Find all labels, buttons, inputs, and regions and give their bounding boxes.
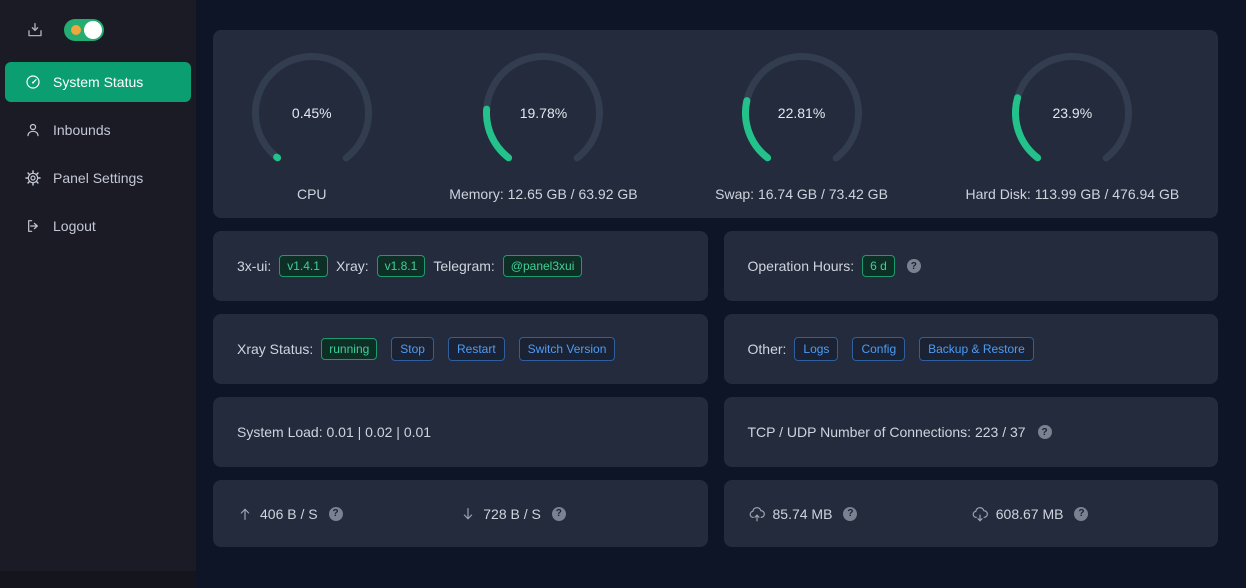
system-load-card: System Load: 0.01 | 0.02 | 0.01 <box>213 397 708 467</box>
xui-version-tag: v1.4.1 <box>279 255 328 277</box>
gauge-value: 0.45% <box>291 105 332 121</box>
download-speed-value: 728 B / S <box>483 505 541 522</box>
upload-speed: 406 B / S ? <box>237 506 460 522</box>
version-card: 3x-ui: v1.4.1 Xray: v1.8.1 Telegram: @pa… <box>213 231 708 301</box>
telegram-tag[interactable]: @panel3xui <box>502 255 583 277</box>
question-icon[interactable]: ? <box>1037 425 1052 439</box>
arrow-down-icon <box>460 506 476 522</box>
gauge-value: 19.78% <box>519 105 568 121</box>
restart-button[interactable]: Restart <box>447 337 505 361</box>
xui-label: 3x-ui: <box>237 258 272 274</box>
main-content: 0.45% CPU 19.78% Memory: 12.65 GB / 63.9… <box>196 0 1246 588</box>
xray-label: Xray: <box>335 258 369 274</box>
gauge-memory: 19.78% Memory: 12.65 GB / 63.92 GB <box>449 52 638 202</box>
operation-hours-label: Operation Hours: <box>747 258 855 274</box>
dashboard-icon <box>25 74 41 90</box>
theme-toggle[interactable] <box>64 19 104 41</box>
gauge-hard-disk: 23.9% Hard Disk: 113.99 GB / 476.94 GB <box>965 52 1180 202</box>
total-download: 608.67 MB ? <box>971 505 1194 523</box>
toggle-knob <box>84 21 102 39</box>
operation-hours-tag: 6 d <box>862 255 895 277</box>
cloud-upload-icon <box>748 505 766 523</box>
gauge-value: 23.9% <box>1052 105 1093 121</box>
sidebar-item-panel-settings[interactable]: Panel Settings <box>5 158 191 198</box>
sidebar-item-system-status[interactable]: System Status <box>5 62 191 102</box>
sidebar-item-label: Inbounds <box>53 122 111 138</box>
cloud-download-icon <box>971 505 989 523</box>
sidebar: System Status Inbounds Panel Settings <box>0 0 196 588</box>
sun-icon <box>71 25 81 35</box>
question-icon[interactable]: ? <box>843 506 858 521</box>
question-icon[interactable]: ? <box>328 506 343 521</box>
system-load-text: System Load: 0.01 | 0.02 | 0.01 <box>237 424 432 440</box>
user-icon <box>25 122 41 138</box>
backup-restore-button[interactable]: Backup & Restore <box>919 337 1034 361</box>
sidebar-item-inbounds[interactable]: Inbounds <box>5 110 191 150</box>
upload-speed-value: 406 B / S <box>260 505 318 522</box>
logs-button[interactable]: Logs <box>794 337 839 361</box>
connections-text: TCP / UDP Number of Connections: 223 / 3… <box>747 424 1026 440</box>
sidebar-item-label: System Status <box>53 74 144 90</box>
arrow-up-icon <box>237 506 253 522</box>
gauge-label: CPU <box>296 186 327 202</box>
other-label: Other: <box>747 341 787 357</box>
sidebar-collapse-trigger[interactable] <box>0 571 196 588</box>
xray-version-tag: v1.8.1 <box>376 255 426 277</box>
gauge-label: Hard Disk: 113.99 GB / 476.94 GB <box>965 186 1180 202</box>
total-upload-value: 85.74 MB <box>772 505 833 522</box>
total-download-value: 608.67 MB <box>995 505 1064 522</box>
connections-card: TCP / UDP Number of Connections: 223 / 3… <box>723 397 1218 467</box>
xray-status-tag: running <box>321 338 378 360</box>
question-icon[interactable]: ? <box>551 506 566 521</box>
gauge-label: Swap: 16.74 GB / 73.42 GB <box>715 186 888 202</box>
telegram-label: Telegram: <box>433 258 495 274</box>
total-usage-card: 85.74 MB ? 608.67 MB ? <box>723 480 1218 547</box>
logout-icon <box>25 218 41 234</box>
gauge-swap: 22.81% Swap: 16.74 GB / 73.42 GB <box>715 52 888 202</box>
question-icon[interactable]: ? <box>906 259 921 273</box>
stop-button[interactable]: Stop <box>391 337 434 361</box>
sidebar-header <box>0 14 196 46</box>
resource-gauges-card: 0.45% CPU 19.78% Memory: 12.65 GB / 63.9… <box>213 30 1218 218</box>
gauge-label: Memory: 12.65 GB / 63.92 GB <box>449 186 638 202</box>
download-speed: 728 B / S ? <box>460 506 683 522</box>
config-button[interactable]: Config <box>852 337 906 361</box>
operation-hours-card: Operation Hours: 6 d ? <box>723 231 1218 301</box>
total-upload: 85.74 MB ? <box>748 505 971 523</box>
gear-icon <box>25 170 41 186</box>
xray-status-label: Xray Status: <box>237 341 314 357</box>
xray-status-card: Xray Status: running Stop Restart Switch… <box>213 314 708 384</box>
sidebar-item-logout[interactable]: Logout <box>5 206 191 246</box>
switch-version-button[interactable]: Switch Version <box>518 337 616 361</box>
sidebar-item-label: Panel Settings <box>53 170 144 186</box>
sidebar-menu: System Status Inbounds Panel Settings <box>0 62 196 246</box>
gauge-cpu: 0.45% CPU <box>251 52 372 202</box>
import-icon[interactable] <box>26 21 44 39</box>
other-card: Other: Logs Config Backup & Restore <box>723 314 1218 384</box>
network-speed-card: 406 B / S ? 728 B / S ? <box>213 480 708 547</box>
sidebar-item-label: Logout <box>53 218 96 234</box>
question-icon[interactable]: ? <box>1074 506 1089 521</box>
gauge-value: 22.81% <box>777 105 826 121</box>
